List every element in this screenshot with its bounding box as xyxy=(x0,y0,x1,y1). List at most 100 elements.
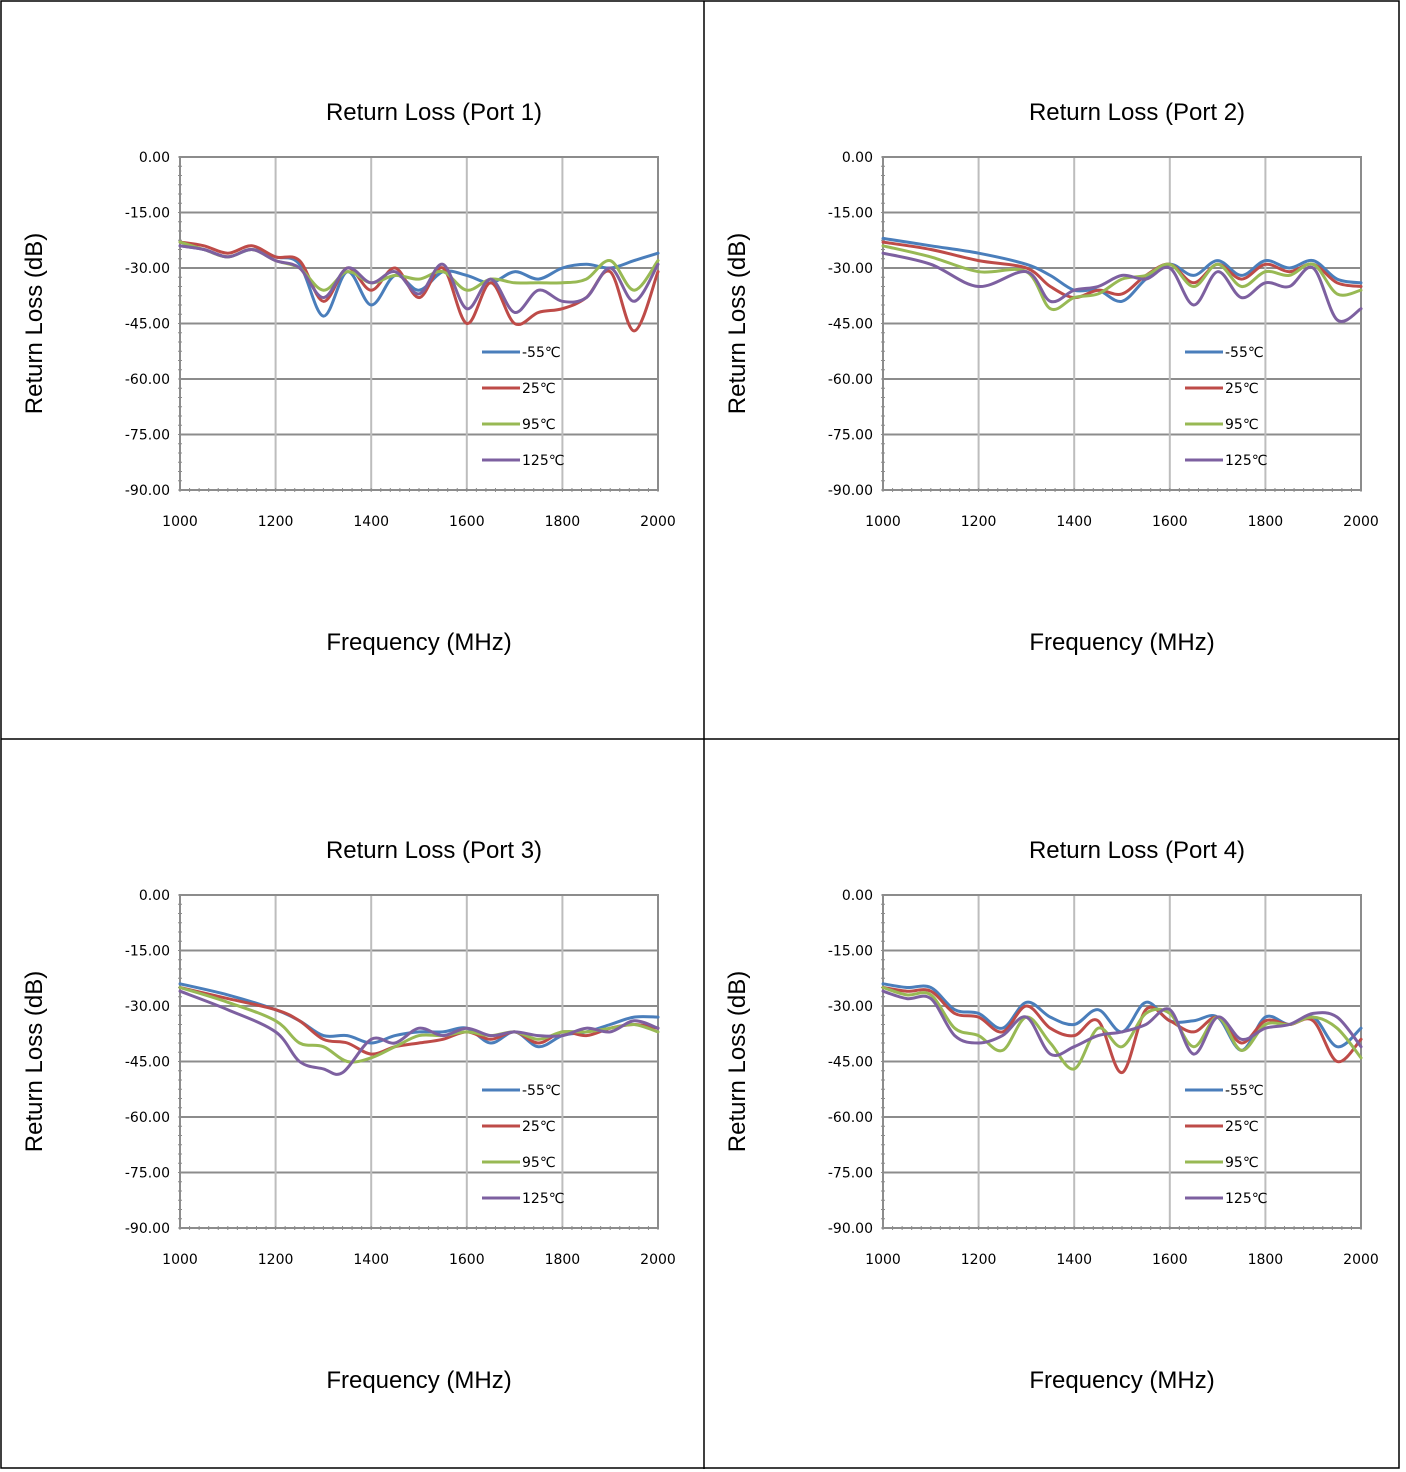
legend-entry: 25℃ xyxy=(522,1119,556,1135)
chart-svg: Return Loss (Port 1) 0.00 -15.00 -30.00 -45.… xyxy=(21,99,676,656)
legend-entry: -55℃ xyxy=(1225,1083,1264,1099)
y-axis-label: Return Loss (dB) xyxy=(724,233,751,414)
series-lines xyxy=(881,236,1363,323)
y-tick-label: -60.00 xyxy=(828,372,873,388)
legend-entry: -55℃ xyxy=(1225,345,1264,361)
x-tick-label: 1400 xyxy=(353,1252,389,1268)
chart-title: Return Loss (Port 3) xyxy=(326,837,542,864)
y-tick-label: -15.00 xyxy=(828,944,873,960)
y-tick-label: -15.00 xyxy=(828,206,873,222)
legend: -55℃ 25℃ 95℃ 125℃ xyxy=(482,345,564,469)
x-tick-label: 2000 xyxy=(1343,1252,1379,1268)
gridlines xyxy=(179,156,659,491)
chart-title: Return Loss (Port 4) xyxy=(1029,837,1245,864)
legend-entry: 95℃ xyxy=(522,1155,556,1171)
legend-entry: 125℃ xyxy=(1225,453,1267,469)
series-line xyxy=(178,244,660,314)
x-tick-label: 1200 xyxy=(961,1252,997,1268)
y-tick-label: -30.00 xyxy=(125,999,170,1015)
y-tick-label: -60.00 xyxy=(125,372,170,388)
y-tick-label: -75.00 xyxy=(828,1166,873,1182)
series-line xyxy=(881,989,1363,1057)
y-tick-label: -30.00 xyxy=(828,999,873,1015)
y-axis-label: Return Loss (dB) xyxy=(21,233,48,414)
y-tick-label: -15.00 xyxy=(125,206,170,222)
x-tick-label: 1000 xyxy=(162,514,198,530)
y-tick-label: -75.00 xyxy=(125,1166,170,1182)
legend: -55℃ 25℃ 95℃ 125℃ xyxy=(482,1083,564,1207)
y-tick-label: -60.00 xyxy=(125,1110,170,1126)
x-tick-label: 1000 xyxy=(162,1252,198,1268)
x-tick-label: 1200 xyxy=(258,514,294,530)
x-tick-label: 2000 xyxy=(1343,514,1379,530)
x-tick-label: 1000 xyxy=(865,1252,901,1268)
legend-entry: 95℃ xyxy=(1225,417,1259,433)
x-axis-label: Frequency (MHz) xyxy=(1029,629,1214,656)
y-tick-label: -90.00 xyxy=(125,483,170,499)
gridlines xyxy=(882,156,1362,491)
y-tick-label: -30.00 xyxy=(125,261,170,277)
x-tick-label: 1800 xyxy=(1248,1252,1284,1268)
y-tick-label: -15.00 xyxy=(125,944,170,960)
y-tick-label: -75.00 xyxy=(125,428,170,444)
legend-entry: 95℃ xyxy=(1225,1155,1259,1171)
x-axis-label: Frequency (MHz) xyxy=(326,629,511,656)
legend-entry: 25℃ xyxy=(1225,1119,1259,1135)
x-tick-label: 1400 xyxy=(353,514,389,530)
gridlines xyxy=(882,894,1362,1229)
x-tick-label: 1800 xyxy=(545,1252,581,1268)
x-axis-label: Frequency (MHz) xyxy=(1029,1367,1214,1394)
axis-ticks xyxy=(178,156,659,492)
y-axis-label: Return Loss (dB) xyxy=(21,971,48,1152)
y-tick-label: -60.00 xyxy=(828,1110,873,1126)
y-tick-label: 0.00 xyxy=(139,150,170,166)
x-tick-label: 1000 xyxy=(865,514,901,530)
series-line xyxy=(178,240,660,333)
legend-entry: 25℃ xyxy=(1225,381,1259,397)
legend-entry: 95℃ xyxy=(522,417,556,433)
chart-svg: Return Loss (Port 4) 0.00 -15.00 -30.00 -45.… xyxy=(724,837,1379,1394)
x-axis-label: Frequency (MHz) xyxy=(326,1367,511,1394)
x-tick-label: 1800 xyxy=(1248,514,1284,530)
y-tick-label: -90.00 xyxy=(125,1221,170,1237)
x-tick-label: 1600 xyxy=(1152,1252,1188,1268)
series-line xyxy=(178,244,660,318)
y-tick-label: -30.00 xyxy=(828,261,873,277)
series-line xyxy=(881,982,1363,1052)
y-tick-label: -45.00 xyxy=(125,1055,170,1071)
x-tick-label: 2000 xyxy=(640,514,676,530)
x-tick-label: 1200 xyxy=(961,514,997,530)
series-line xyxy=(178,986,660,1064)
y-tick-label: 0.00 xyxy=(139,888,170,904)
y-tick-label: -90.00 xyxy=(828,483,873,499)
legend-entry: 25℃ xyxy=(522,381,556,397)
axis-ticks xyxy=(881,156,1362,492)
chart-svg: Return Loss (Port 2) 0.00 -15.00 -30.00 -45.… xyxy=(724,99,1379,656)
x-tick-label: 1400 xyxy=(1056,514,1092,530)
chart-port-3: Return Loss (Port 3) 0.00 -15.00 -30.00 -45.… xyxy=(2,740,703,1472)
axis-ticks xyxy=(881,894,1362,1230)
chart-port-4: Return Loss (Port 4) 0.00 -15.00 -30.00 -45.… xyxy=(705,740,1406,1472)
gridlines xyxy=(179,894,659,1229)
chart-title: Return Loss (Port 2) xyxy=(1029,99,1245,126)
y-tick-label: -75.00 xyxy=(828,428,873,444)
x-tick-label: 1600 xyxy=(1152,514,1188,530)
chart-port-2: Return Loss (Port 2) 0.00 -15.00 -30.00 -45.… xyxy=(705,2,1406,734)
x-tick-label: 1600 xyxy=(449,514,485,530)
legend-entry: -55℃ xyxy=(522,1083,561,1099)
series-lines xyxy=(178,240,660,333)
series-line xyxy=(178,989,660,1076)
chart-title: Return Loss (Port 1) xyxy=(326,99,542,126)
x-tick-label: 1600 xyxy=(449,1252,485,1268)
x-tick-label: 1200 xyxy=(258,1252,294,1268)
legend: -55℃ 25℃ 95℃ 125℃ xyxy=(1185,345,1267,469)
series-lines xyxy=(178,982,660,1076)
y-tick-label: 0.00 xyxy=(842,150,873,166)
legend-entry: -55℃ xyxy=(522,345,561,361)
legend-entry: 125℃ xyxy=(1225,1191,1267,1207)
legend-entry: 125℃ xyxy=(522,453,564,469)
chart-port-1: Return Loss (Port 1) 0.00 -15.00 -30.00 -45.… xyxy=(2,2,703,734)
y-axis-label: Return Loss (dB) xyxy=(724,971,751,1152)
y-tick-label: -45.00 xyxy=(828,1055,873,1071)
